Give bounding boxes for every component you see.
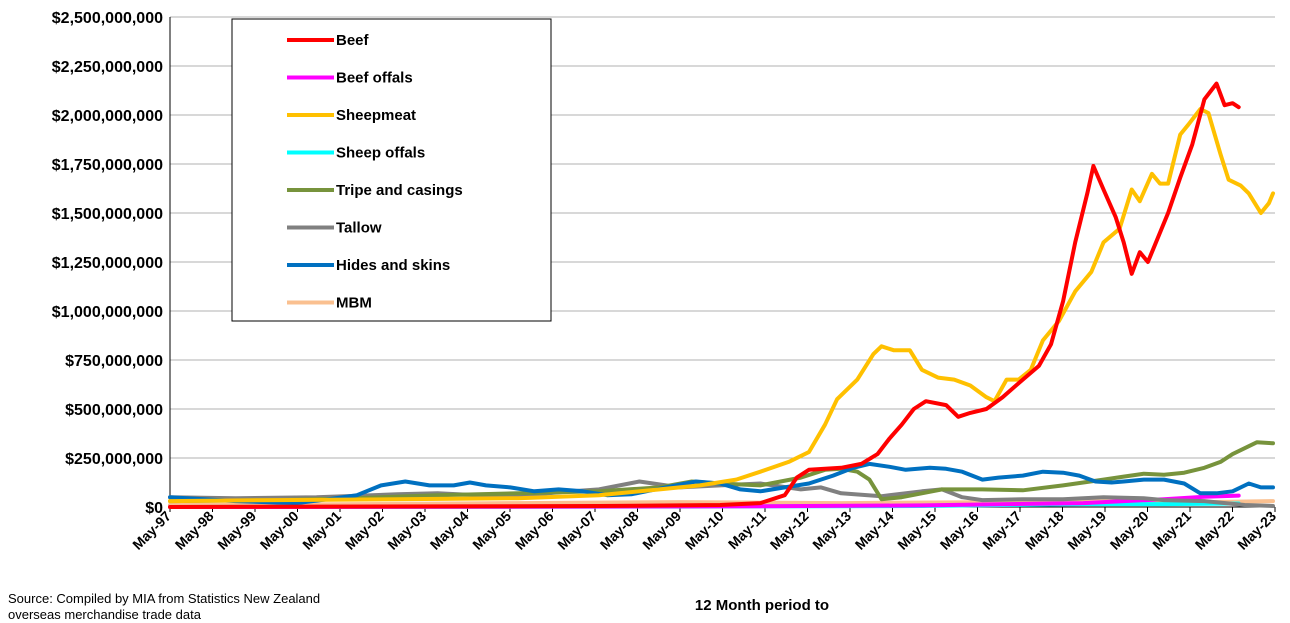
legend-label: Beef offals (336, 70, 413, 87)
x-tick-label: May-00 (257, 508, 302, 553)
x-tick-label: May-02 (342, 508, 387, 553)
x-tick-label: May-18 (1022, 508, 1067, 553)
x-tick-label: May-16 (937, 508, 982, 553)
x-tick-label: May-01 (299, 508, 344, 553)
x-axis-tick-labels: May-97May-98May-99May-00May-01May-02May-… (129, 507, 1279, 553)
y-tick-label: $1,250,000,000 (52, 255, 163, 272)
x-tick-label: May-20 (1107, 508, 1152, 553)
x-tick-label: May-04 (427, 508, 472, 553)
x-tick-label: May-12 (767, 508, 812, 553)
x-tick-label: May-11 (725, 508, 769, 552)
x-tick-label: May-08 (597, 508, 642, 553)
legend-label: Sheepmeat (336, 107, 416, 124)
legend-label: MBM (336, 295, 372, 312)
x-tick-label: May-13 (809, 508, 854, 553)
legend-label: Tallow (336, 220, 382, 237)
y-tick-label: $2,250,000,000 (52, 59, 163, 76)
x-tick-label: May-10 (682, 508, 727, 553)
x-tick-label: May-07 (554, 508, 599, 553)
x-tick-label: May-14 (852, 508, 897, 553)
y-axis-tick-labels: $0 $250,000,000 $500,000,000 $750,000,000 $1… (52, 10, 163, 517)
x-tick-label: May-21 (1149, 508, 1194, 553)
y-tick-label: $2,000,000,000 (52, 108, 163, 125)
y-tick-label: $1,000,000,000 (52, 304, 163, 321)
x-tick-label: May-05 (469, 508, 514, 553)
legend-label: Tripe and casings (336, 182, 463, 199)
y-tick-label: $1,750,000,000 (52, 157, 163, 174)
series-line-tripe-and-casings (168, 440, 1275, 504)
y-tick-label: $1,500,000,000 (52, 206, 163, 223)
x-tick-label: May-17 (979, 508, 1024, 553)
x-tick-label: May-03 (384, 508, 429, 553)
x-tick-label: May-19 (1064, 508, 1109, 553)
x-tick-label: May-06 (512, 508, 557, 553)
series-line-beef (168, 81, 1241, 509)
x-tick-label: May-99 (214, 508, 259, 553)
legend-label: Beef (336, 32, 370, 49)
y-tick-label: $0 (145, 500, 163, 517)
x-tick-label: May-22 (1192, 508, 1237, 553)
x-tick-label: May-15 (894, 508, 939, 553)
legend-box (231, 18, 552, 322)
legend: Beef Beef offals Sheepmeat Sheep offals Trip… (231, 18, 552, 322)
x-tick-label: May-23 (1234, 508, 1279, 553)
legend-label: Hides and skins (336, 257, 450, 274)
x-tick-label: May-09 (639, 508, 684, 553)
legend-label: Sheep offals (336, 145, 425, 162)
y-tick-label: $750,000,000 (65, 353, 163, 370)
series-line-hides-and-skins (168, 461, 1275, 506)
y-tick-label: $500,000,000 (65, 402, 163, 419)
y-tick-label: $250,000,000 (65, 451, 163, 468)
series-lines (168, 81, 1275, 509)
x-axis-label: 12 Month period to (695, 597, 829, 614)
x-tick-label: May-98 (172, 508, 217, 553)
source-note: Source: Compiled by MIA from Statistics … (8, 591, 321, 622)
y-tick-label: $2,500,000,000 (52, 10, 163, 27)
